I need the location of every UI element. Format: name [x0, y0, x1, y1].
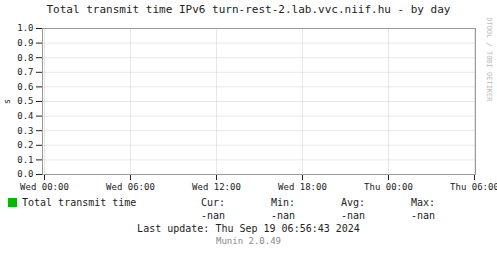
svg-text:s: s: [2, 99, 12, 104]
html-text:-nan: -nan: [341, 210, 365, 221]
html-text:Last update: Thu Sep 19 06:56:: Last update: Thu Sep 19 06:56:43 2024: [137, 223, 360, 234]
svg-text:Thu 06:00: Thu 06:00: [450, 182, 497, 192]
svg-text:1.0: 1.0: [17, 23, 33, 33]
html-text:-nan: -nan: [271, 210, 295, 221]
svg-text:0.7: 0.7: [17, 67, 33, 77]
svg-text:0.2: 0.2: [17, 140, 33, 150]
svg-text:0.0: 0.0: [17, 169, 33, 179]
svg-text:Thu 00:00: Thu 00:00: [364, 182, 413, 192]
html-text:Total transmit time IPv6 turn-: Total transmit time IPv6 turn-rest-2.lab…: [46, 3, 451, 16]
svg-text:Wed 06:00: Wed 06:00: [106, 182, 155, 192]
html-text:Cur:: Cur:: [201, 197, 225, 208]
html-text:Total transmit time: Total transmit time: [22, 197, 137, 208]
svg-text:0.4: 0.4: [17, 111, 33, 121]
html-text:-nan: -nan: [201, 210, 225, 221]
html-text:Min:: Min:: [271, 197, 295, 208]
svg-text:Wed 00:00: Wed 00:00: [20, 182, 69, 192]
svg-text:0.9: 0.9: [17, 38, 33, 48]
svg-text:0.8: 0.8: [17, 53, 33, 63]
svg-text:Wed 12:00: Wed 12:00: [192, 182, 241, 192]
svg-text:RRDTOOL / TOBI OETIKER: RRDTOOL / TOBI OETIKER: [485, 18, 493, 102]
html-text:Max:: Max:: [411, 197, 435, 208]
html-text:Munin 2.0.49: Munin 2.0.49: [216, 236, 281, 246]
svg-text:0.5: 0.5: [17, 96, 33, 106]
svg-text:Wed 18:00: Wed 18:00: [278, 182, 327, 192]
svg-text:0.3: 0.3: [17, 126, 33, 136]
html-text:Avg:: Avg:: [341, 197, 365, 208]
html-text:-nan: -nan: [411, 210, 435, 221]
svg-text:0.1: 0.1: [17, 155, 33, 165]
svg-text:0.6: 0.6: [17, 82, 33, 92]
